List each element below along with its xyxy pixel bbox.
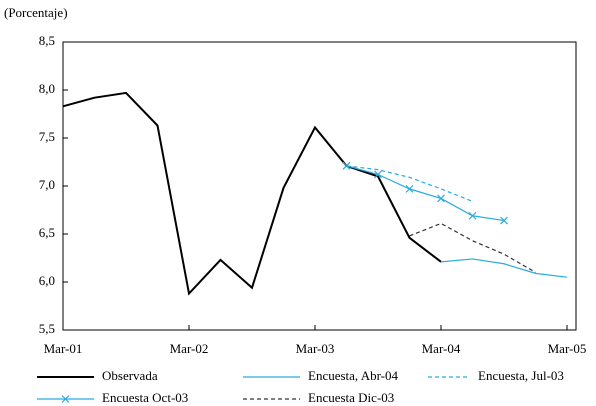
x-tick-label: Mar-04 (422, 341, 461, 356)
x-tick-label: Mar-01 (44, 341, 83, 356)
x-tick-label: Mar-05 (548, 341, 587, 356)
y-axis-label: (Porcentaje) (4, 5, 68, 20)
y-tick-label: 7,0 (39, 177, 55, 192)
y-tick-label: 6,0 (39, 273, 55, 288)
marker (342, 161, 351, 170)
legend-label: Encuesta Dic-03 (308, 390, 394, 405)
series-line (346, 165, 505, 222)
y-tick-label: 8,5 (39, 33, 55, 48)
y-tick-label: 7,5 (39, 129, 55, 144)
series-line (346, 165, 473, 202)
legend-label: Observada (102, 368, 158, 383)
legend-label: Encuesta, Jul-03 (478, 368, 564, 383)
x-tick-label: Mar-03 (296, 341, 335, 356)
y-tick-label: 8,0 (39, 81, 55, 96)
marker (405, 184, 414, 193)
legend-label: Encuesta Oct-03 (102, 390, 188, 405)
y-tick-label: 5,5 (39, 321, 55, 336)
series-line (409, 222, 536, 273)
marker (437, 194, 445, 203)
x-tick-label: Mar-02 (170, 341, 209, 356)
series-line (440, 258, 568, 278)
plot-frame (62, 41, 577, 331)
legend-marker (61, 395, 70, 403)
marker (468, 211, 477, 220)
legend-label: Encuesta, Abr-04 (308, 368, 398, 383)
y-tick-label: 6,5 (39, 225, 55, 240)
series-line (62, 91, 442, 296)
marker (500, 216, 508, 225)
marker (374, 170, 382, 179)
